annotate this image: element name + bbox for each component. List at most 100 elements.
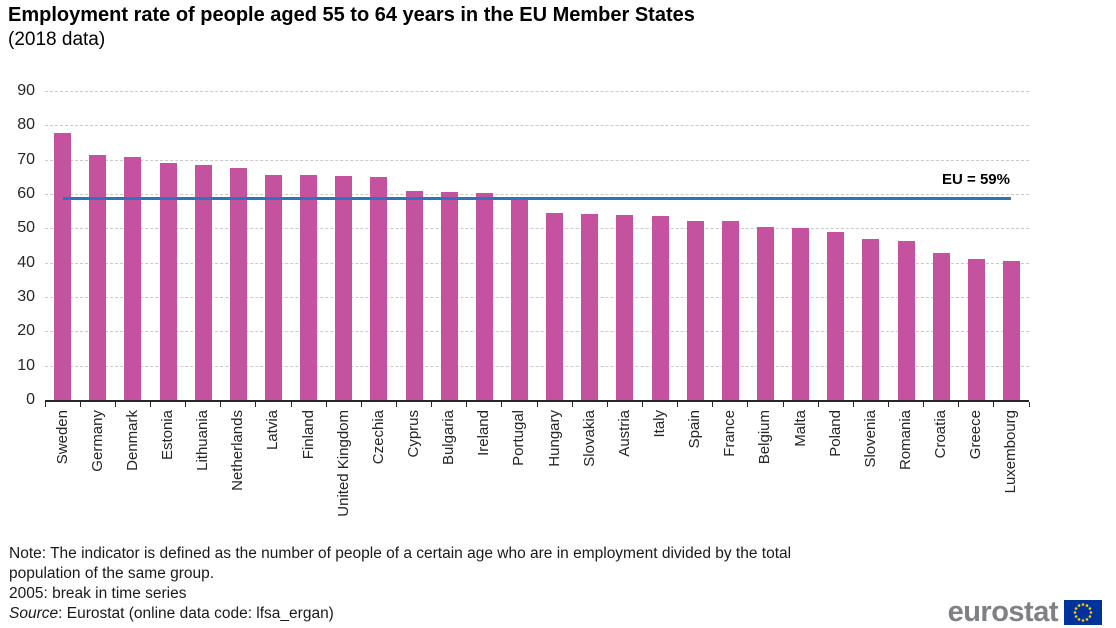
bar-bulgaria <box>440 191 458 400</box>
eu-reference-label: EU = 59% <box>942 171 1010 188</box>
gridline-30 <box>45 297 1029 298</box>
x-axis-tick <box>817 402 819 407</box>
x-axis-label-sweden: Sweden <box>53 410 71 465</box>
gridline-50 <box>45 228 1029 230</box>
y-axis-label-50: 50 <box>17 219 35 237</box>
bar-lithuania <box>194 164 212 400</box>
gridline-40 <box>45 262 1029 264</box>
x-axis-label-hungary: Hungary <box>545 410 563 467</box>
x-axis-label-poland: Poland <box>826 410 844 457</box>
bar-germany <box>89 154 107 400</box>
x-axis-label-latvia: Latvia <box>264 410 282 451</box>
gridline-60 <box>45 194 1029 195</box>
y-axis-label-20: 20 <box>17 322 35 340</box>
y-axis-label-40: 40 <box>17 253 35 271</box>
bar-croatia <box>932 253 950 400</box>
source-line: Source: Eurostat (online data code: lfsa… <box>9 605 334 623</box>
y-axis-label-0: 0 <box>26 391 35 408</box>
bar-finland <box>300 175 318 400</box>
x-axis-label-netherlands: Netherlands <box>229 410 247 491</box>
x-axis-label-bulgaria: Bulgaria <box>440 410 458 466</box>
x-axis-label-germany: Germany <box>88 410 106 472</box>
x-axis-tick <box>923 402 925 407</box>
eurostat-logo: eurostat <box>947 596 1102 628</box>
source-text: : Eurostat (online data code: lfsa_ergan… <box>58 605 334 622</box>
x-axis-label-estonia: Estonia <box>159 410 176 461</box>
x-axis-tick <box>501 402 503 407</box>
chart-title: Employment rate of people aged 55 to 64 … <box>8 4 695 26</box>
x-axis-tick <box>536 402 538 407</box>
x-axis-tick <box>993 402 995 407</box>
x-axis-label-ireland: Ireland <box>475 410 493 456</box>
bar-romania <box>897 241 915 400</box>
x-axis-tick <box>44 402 46 407</box>
bar-malta <box>792 227 810 400</box>
x-axis-label-france: France <box>721 410 739 457</box>
x-axis-label-cyprus: Cyprus <box>405 410 422 458</box>
bar-austria <box>616 214 634 400</box>
x-axis-label-austria: Austria <box>615 410 633 457</box>
bar-france <box>721 221 739 400</box>
x-axis-tick <box>571 402 573 407</box>
x-axis-tick <box>395 402 397 407</box>
bar-czechia <box>370 176 388 400</box>
x-axis-tick <box>220 402 222 407</box>
note-line-1: Note: The indicator is defined as the nu… <box>9 545 792 562</box>
bar-united-kingdom <box>335 175 353 400</box>
x-axis-tick <box>114 402 116 407</box>
x-axis-tick <box>747 402 749 407</box>
x-axis-tick <box>185 402 187 407</box>
bar-estonia <box>159 163 177 400</box>
x-axis-label-united-kingdom: United Kingdom <box>334 410 352 517</box>
y-axis-label-10: 10 <box>17 356 35 374</box>
bar-poland <box>827 232 845 400</box>
x-axis-label-italy: Italy <box>651 410 668 438</box>
eurostat-logo-text: eurostat <box>947 596 1059 628</box>
bar-spain <box>686 220 704 400</box>
chart-notes: Note: The indicator is defined as the nu… <box>9 544 791 604</box>
bar-portugal <box>510 196 528 400</box>
x-axis-label-denmark: Denmark <box>123 410 141 471</box>
x-axis-label-luxembourg: Luxembourg <box>1002 410 1020 494</box>
x-axis-tick <box>677 402 679 407</box>
gridline-20 <box>45 331 1029 333</box>
x-axis-label-romania: Romania <box>897 410 914 471</box>
x-axis-label-slovakia: Slovakia <box>580 410 598 467</box>
bar-belgium <box>756 227 774 400</box>
x-axis-tick <box>255 402 257 407</box>
x-axis-tick <box>606 402 608 407</box>
x-axis-tick <box>79 402 81 407</box>
note-line-3: 2005: break in time series <box>9 585 187 602</box>
bar-netherlands <box>229 167 247 400</box>
x-axis-label-czechia: Czechia <box>369 410 387 465</box>
bar-italy <box>651 215 669 400</box>
gridline-80 <box>45 125 1029 127</box>
bar-denmark <box>124 157 142 400</box>
bar-slovenia <box>862 238 880 400</box>
x-axis-tick <box>887 402 889 407</box>
eu-reference-line <box>62 196 1012 200</box>
x-axis-tick <box>290 402 292 407</box>
bar-greece <box>967 258 985 400</box>
x-axis-label-lithuania: Lithuania <box>194 410 212 471</box>
x-axis-tick <box>360 402 362 407</box>
x-axis-tick <box>641 402 643 407</box>
y-axis-label-60: 60 <box>17 185 35 202</box>
x-axis-label-greece: Greece <box>967 410 985 460</box>
y-axis-label-30: 30 <box>17 288 35 305</box>
x-axis-tick <box>712 402 714 407</box>
x-axis-label-portugal: Portugal <box>510 410 528 466</box>
x-axis-label-finland: Finland <box>299 410 317 460</box>
bar-slovakia <box>581 213 599 400</box>
x-axis-tick <box>466 402 468 407</box>
x-axis-tick <box>958 402 960 407</box>
x-axis-tick <box>1028 402 1030 407</box>
plot-area: Sweden Germany Denmark Estonia Lithuania Neth… <box>44 91 1030 517</box>
chart-subtitle: (2018 data) <box>8 29 106 50</box>
x-axis-tick <box>325 402 327 407</box>
y-axis-label-90: 90 <box>17 82 35 99</box>
gridline-70 <box>45 159 1029 161</box>
x-axis-label-croatia: Croatia <box>932 410 950 459</box>
source-label: Source <box>9 605 59 622</box>
x-axis-tick <box>852 402 854 407</box>
